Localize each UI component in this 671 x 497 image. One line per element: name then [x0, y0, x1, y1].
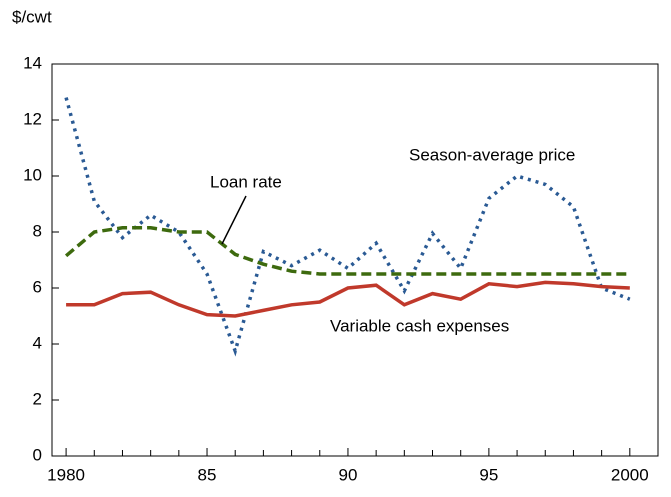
x-tick-label: 2000	[611, 465, 649, 484]
plot-frame	[51, 63, 659, 457]
series-label: Variable cash expenses	[330, 316, 509, 335]
leader-line	[221, 195, 247, 245]
series-line	[64, 97, 631, 357]
y-tick-label: 0	[33, 445, 42, 464]
x-tick-label: 90	[338, 465, 357, 484]
series-label: Loan rate	[210, 172, 282, 191]
y-tick-label: 2	[33, 389, 42, 408]
series-line	[64, 226, 630, 276]
y-tick-label: 14	[23, 53, 42, 72]
y-tick-label: 8	[33, 221, 42, 240]
series-line	[66, 280, 630, 318]
y-tick-label: 6	[33, 277, 42, 296]
y-axis-label: $/cwt	[12, 7, 52, 26]
y-tick-label: 10	[23, 165, 42, 184]
x-tick-label: 1980	[47, 465, 85, 484]
x-tick-label: 85	[198, 465, 217, 484]
y-tick-label: 4	[33, 333, 42, 352]
series-label: Season-average price	[409, 145, 575, 164]
y-tick-label: 12	[23, 109, 42, 128]
x-tick-label: 95	[479, 465, 498, 484]
